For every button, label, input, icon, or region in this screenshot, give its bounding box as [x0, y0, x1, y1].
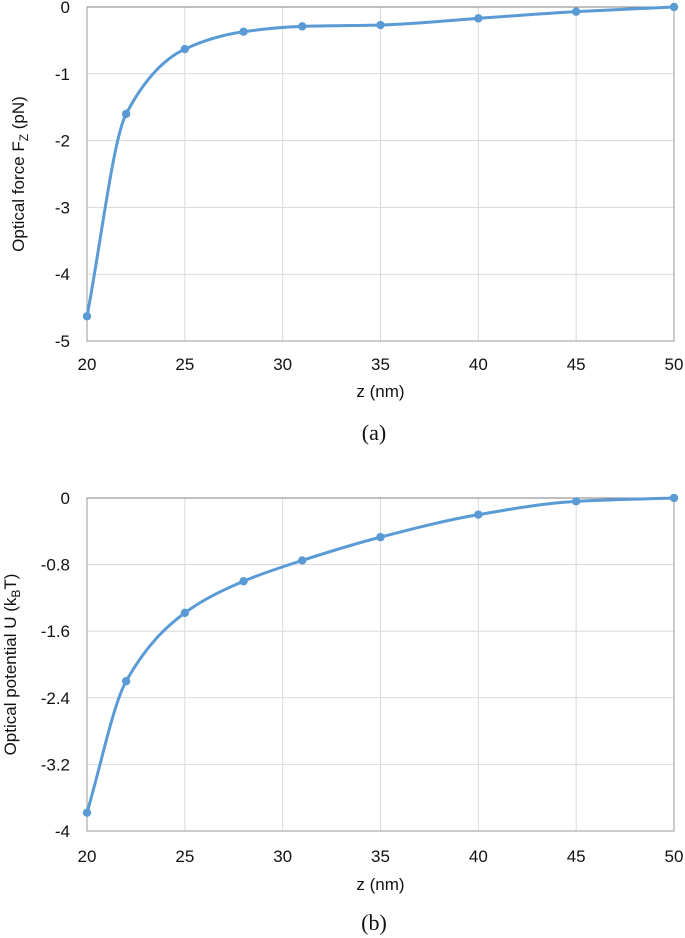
chart-panel-b: 20 25 30 35 40 45 50 -4 -3.2 -2.4 -1.6 -0.8 0 z (nm) O…	[1, 489, 683, 935]
x-axis-title: z (nm)	[356, 875, 404, 894]
y-tick-label: -2	[55, 132, 70, 151]
data-point	[376, 20, 385, 30]
y-axis-title-subscript: Z	[17, 134, 31, 141]
figure-caption: (a)	[362, 420, 386, 445]
y-tick-label: -1	[55, 65, 70, 84]
data-point	[474, 14, 483, 23]
x-tick-label: 30	[273, 847, 292, 866]
x-tick-label: 25	[175, 355, 194, 374]
data-point	[239, 27, 248, 36]
x-tick-label: 40	[469, 847, 488, 866]
data-point	[474, 510, 483, 519]
x-tick-label: 20	[78, 847, 97, 866]
x-tick-label: 35	[371, 847, 390, 866]
data-point	[82, 808, 92, 817]
chart-panel-a: 20 25 30 35 40 45 50 -5 -4 -3 -2 -1 0 z (nm) Optical f…	[9, 0, 683, 445]
x-tick-label: 30	[273, 355, 292, 374]
data-point	[669, 493, 679, 503]
data-point	[669, 2, 679, 12]
data-point	[180, 608, 190, 618]
x-tick-label: 35	[371, 355, 390, 374]
y-tick-label: -1.6	[41, 622, 70, 641]
data-point	[239, 577, 248, 586]
data-point	[121, 109, 131, 119]
data-point	[121, 676, 131, 686]
x-tick-label: 50	[665, 847, 684, 866]
data-point	[376, 532, 385, 542]
y-axis-title: Optical force FZ (pN)	[9, 96, 31, 252]
data-point	[298, 556, 307, 565]
y-axis-title-main: Optical force F	[9, 141, 28, 252]
y-tick-label: -3.2	[41, 755, 70, 774]
y-axis-title-tail: (pN)	[9, 96, 28, 134]
y-tick-label: -0.8	[41, 556, 70, 575]
y-axis-title-main: Optical potential U (k	[1, 597, 20, 755]
y-tick-label: -3	[55, 198, 70, 217]
y-tick-label: -4	[55, 265, 70, 284]
y-tick-label: -2.4	[41, 689, 70, 708]
y-axis-title-tail: T)	[1, 574, 20, 590]
data-point	[82, 312, 92, 321]
data-point	[571, 497, 581, 506]
y-tick-label: 0	[61, 0, 70, 17]
x-tick-label: 50	[665, 355, 684, 374]
y-axis-title: Optical potential U (kBT)	[1, 574, 23, 756]
figure-caption: (b)	[361, 910, 387, 935]
x-tick-label: 25	[175, 847, 194, 866]
x-tick-label: 20	[78, 355, 97, 374]
x-axis-title: z (nm)	[356, 382, 404, 401]
data-point	[298, 22, 307, 31]
y-axis-title-subscript: B	[9, 590, 23, 598]
x-tick-label: 45	[567, 355, 586, 374]
y-tick-label: -5	[55, 332, 70, 351]
data-point	[180, 44, 190, 54]
x-tick-label: 40	[469, 355, 488, 374]
y-tick-label: 0	[61, 489, 70, 508]
x-tick-label: 45	[567, 847, 586, 866]
y-tick-label: -4	[55, 822, 70, 841]
data-point	[571, 7, 581, 16]
